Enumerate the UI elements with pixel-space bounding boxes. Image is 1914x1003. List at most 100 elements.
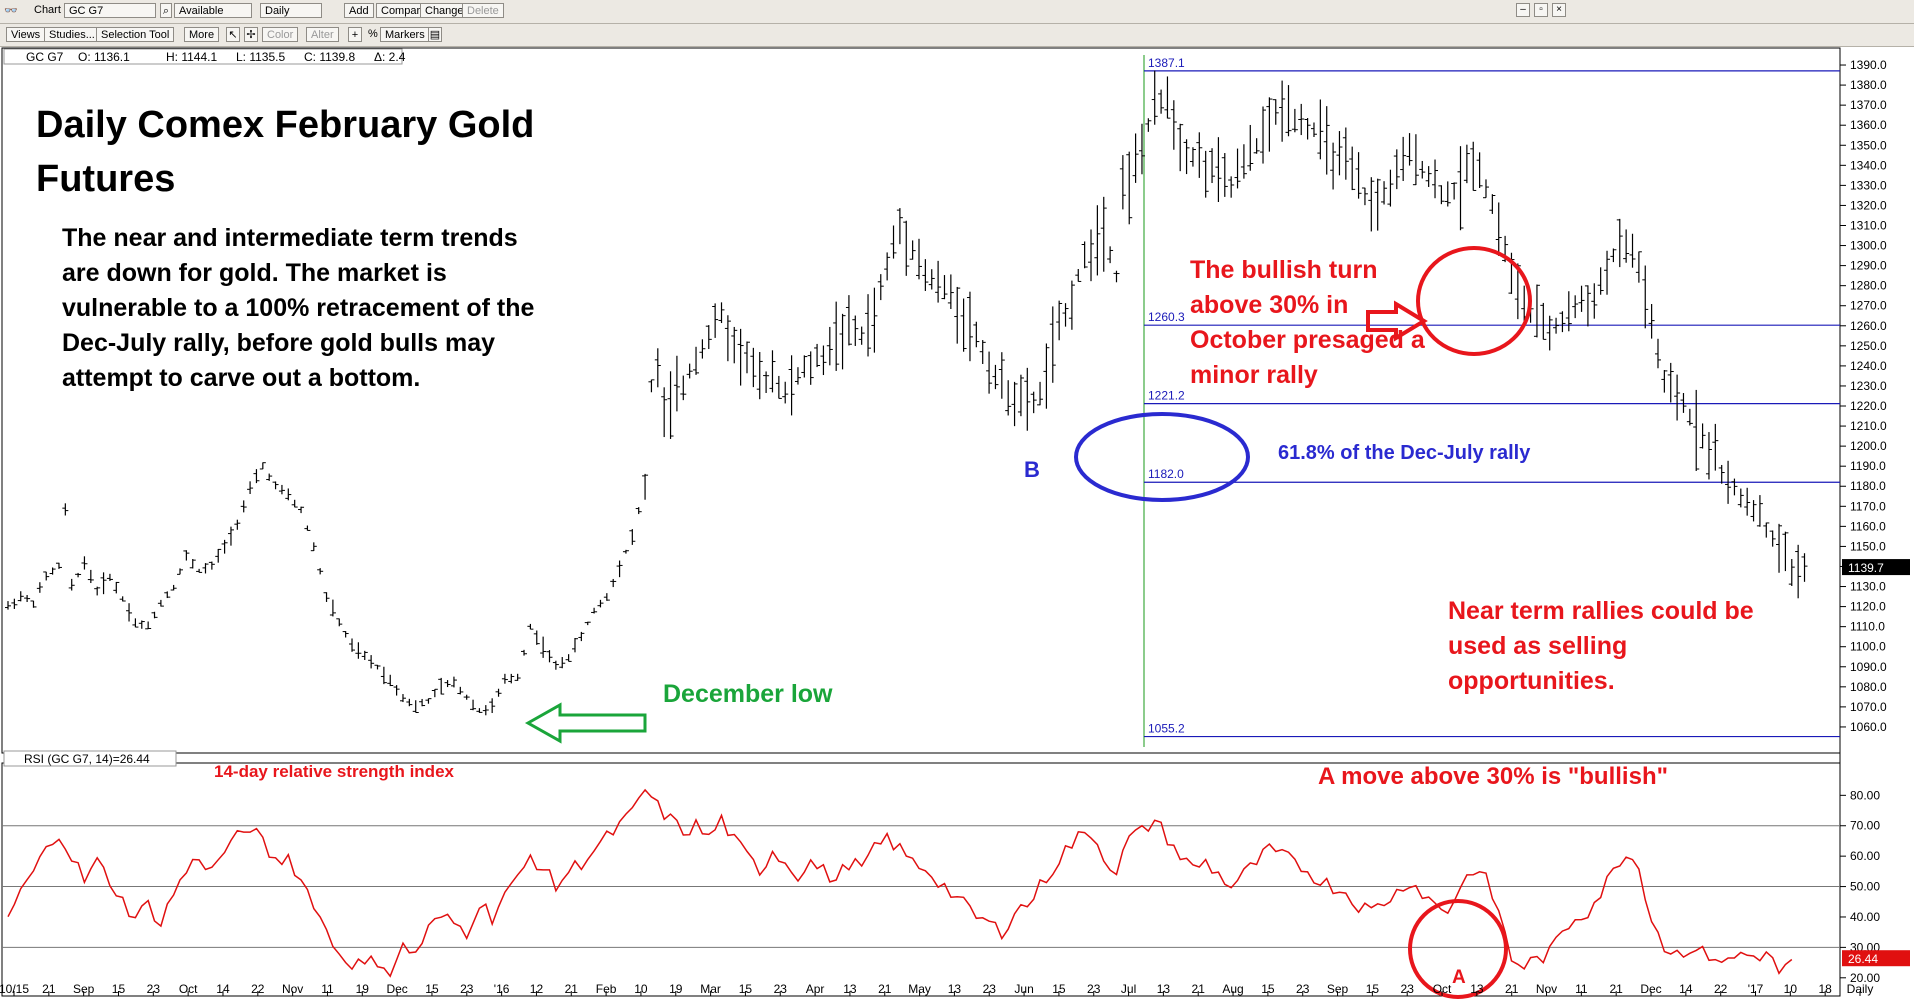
search-icon[interactable]: ⌕ bbox=[160, 3, 172, 18]
commentary-line-3: vulnerable to a 100% retracement of the bbox=[62, 294, 534, 322]
price-bar bbox=[1247, 124, 1254, 171]
near-term-line-3: opportunities. bbox=[1448, 667, 1615, 695]
price-bar bbox=[215, 548, 222, 563]
symbol-input[interactable]: GC G7 bbox=[64, 3, 156, 18]
price-bar bbox=[527, 623, 534, 630]
crosshair-icon[interactable]: ✢ bbox=[244, 27, 258, 42]
x-tick-label: 13 bbox=[948, 982, 962, 996]
price-bar bbox=[909, 240, 916, 260]
x-tick-label: 13 bbox=[843, 982, 857, 996]
price-bar bbox=[775, 375, 782, 399]
add-button[interactable]: Add bbox=[344, 3, 374, 18]
price-tick-label: 1340.0 bbox=[1850, 158, 1887, 172]
chart-title-line2: Futures bbox=[36, 158, 175, 200]
fib-level-label: 1387.1 bbox=[1148, 56, 1185, 70]
compare-button[interactable]: Compare bbox=[376, 3, 432, 18]
rsi-circle bbox=[1408, 899, 1508, 999]
delete-button[interactable]: Delete bbox=[462, 3, 504, 18]
plus-icon[interactable]: + bbox=[348, 27, 362, 42]
restore-icon[interactable]: ▫ bbox=[1534, 3, 1548, 17]
color-button[interactable]: Color bbox=[262, 27, 299, 42]
x-tick-label: 15 bbox=[425, 982, 439, 996]
price-bar bbox=[928, 269, 935, 290]
period-select[interactable]: Daily bbox=[260, 3, 322, 18]
glasses-icon: 👓 bbox=[4, 5, 18, 17]
price-bar bbox=[654, 348, 661, 388]
cursor-icon[interactable]: ↖ bbox=[226, 27, 240, 42]
fibonacci-retracement[interactable]: 1387.1 1260.3 1221.2 1182.0 1055.2 bbox=[1143, 55, 1840, 747]
price-tick-label: 1390.0 bbox=[1850, 58, 1887, 72]
price-bar bbox=[425, 698, 432, 704]
price-bar bbox=[1387, 169, 1394, 207]
x-tick-label: 22 bbox=[251, 982, 265, 996]
close-icon[interactable]: × bbox=[1552, 3, 1566, 17]
price-bar bbox=[177, 568, 184, 575]
availability-select[interactable]: Available bbox=[174, 3, 252, 18]
price-bar bbox=[1075, 268, 1082, 282]
price-bar bbox=[119, 596, 126, 602]
price-bar bbox=[1795, 544, 1802, 599]
x-tick-label: 15 bbox=[1052, 982, 1066, 996]
more-button[interactable]: More bbox=[184, 27, 220, 42]
x-tick-label: Oct bbox=[1433, 982, 1452, 996]
studies-button[interactable]: Studies... bbox=[44, 27, 100, 42]
price-tick-label: 1090.0 bbox=[1850, 660, 1887, 674]
price-bar bbox=[833, 301, 840, 371]
price-bar bbox=[979, 340, 986, 364]
markers-button[interactable]: Markers bbox=[380, 27, 430, 42]
price-bar bbox=[106, 573, 113, 581]
price-bar bbox=[368, 655, 375, 669]
price-bar bbox=[1419, 160, 1426, 179]
x-tick-label: 10 bbox=[1784, 982, 1798, 996]
price-bar bbox=[1100, 196, 1107, 272]
price-bar bbox=[597, 599, 604, 608]
october-low-circle bbox=[1416, 246, 1532, 356]
x-tick-label: 14 bbox=[216, 982, 230, 996]
price-bar bbox=[463, 694, 470, 700]
rsi-last-label: 26.44 bbox=[1848, 952, 1878, 966]
rsi-tick-label: 70.00 bbox=[1850, 819, 1880, 833]
views-button[interactable]: Views bbox=[6, 27, 46, 42]
price-bar bbox=[189, 559, 196, 569]
price-bar bbox=[801, 355, 808, 378]
rsi-tick-label: 40.00 bbox=[1850, 910, 1880, 924]
price-bar bbox=[387, 674, 394, 687]
price-bar bbox=[43, 571, 50, 581]
price-bar bbox=[992, 364, 999, 390]
price-bar bbox=[1642, 265, 1649, 329]
price-bar bbox=[1476, 152, 1483, 189]
price-bar bbox=[470, 699, 477, 711]
price-tick-label: 1060.0 bbox=[1850, 720, 1887, 734]
price-bar bbox=[603, 593, 610, 601]
percent-toggle[interactable]: % bbox=[368, 28, 378, 40]
price-bar bbox=[145, 621, 152, 630]
price-bar bbox=[1546, 315, 1553, 351]
price-bar bbox=[1342, 127, 1349, 180]
price-bar bbox=[361, 650, 368, 661]
price-bar bbox=[482, 705, 489, 716]
price-bar bbox=[1648, 304, 1655, 339]
price-bar bbox=[1126, 151, 1133, 225]
printer-icon[interactable]: ▤ bbox=[428, 27, 442, 42]
price-bar bbox=[1088, 229, 1095, 282]
price-bar bbox=[412, 700, 419, 713]
selection-tool-button[interactable]: Selection Tool bbox=[96, 27, 175, 42]
price-header: GC G7 O: 1136.1 H: 1144.1 L: 1135.5 C: 1… bbox=[3, 48, 406, 65]
alter-button[interactable]: Alter bbox=[306, 27, 339, 42]
minimize-icon[interactable]: – bbox=[1516, 3, 1530, 17]
rsi-header-text: RSI (GC G7, 14)=26.44 bbox=[24, 752, 150, 766]
price-bar bbox=[922, 259, 929, 291]
price-tick-label: 1230.0 bbox=[1850, 379, 1887, 393]
price-bar bbox=[935, 260, 942, 303]
price-bar bbox=[622, 549, 629, 554]
chart-area[interactable]: GC G7 O: 1136.1 H: 1144.1 L: 1135.5 C: 1… bbox=[0, 47, 1914, 1003]
price-bar bbox=[157, 599, 164, 607]
price-bar bbox=[743, 341, 750, 374]
x-tick-label: '16 bbox=[494, 982, 510, 996]
price-bar bbox=[1049, 306, 1056, 383]
price-bar bbox=[94, 586, 101, 596]
price-bar bbox=[871, 287, 878, 353]
price-bar bbox=[1540, 302, 1547, 340]
x-tick-label: Nov bbox=[282, 982, 303, 996]
change-button[interactable]: Change bbox=[420, 3, 469, 18]
